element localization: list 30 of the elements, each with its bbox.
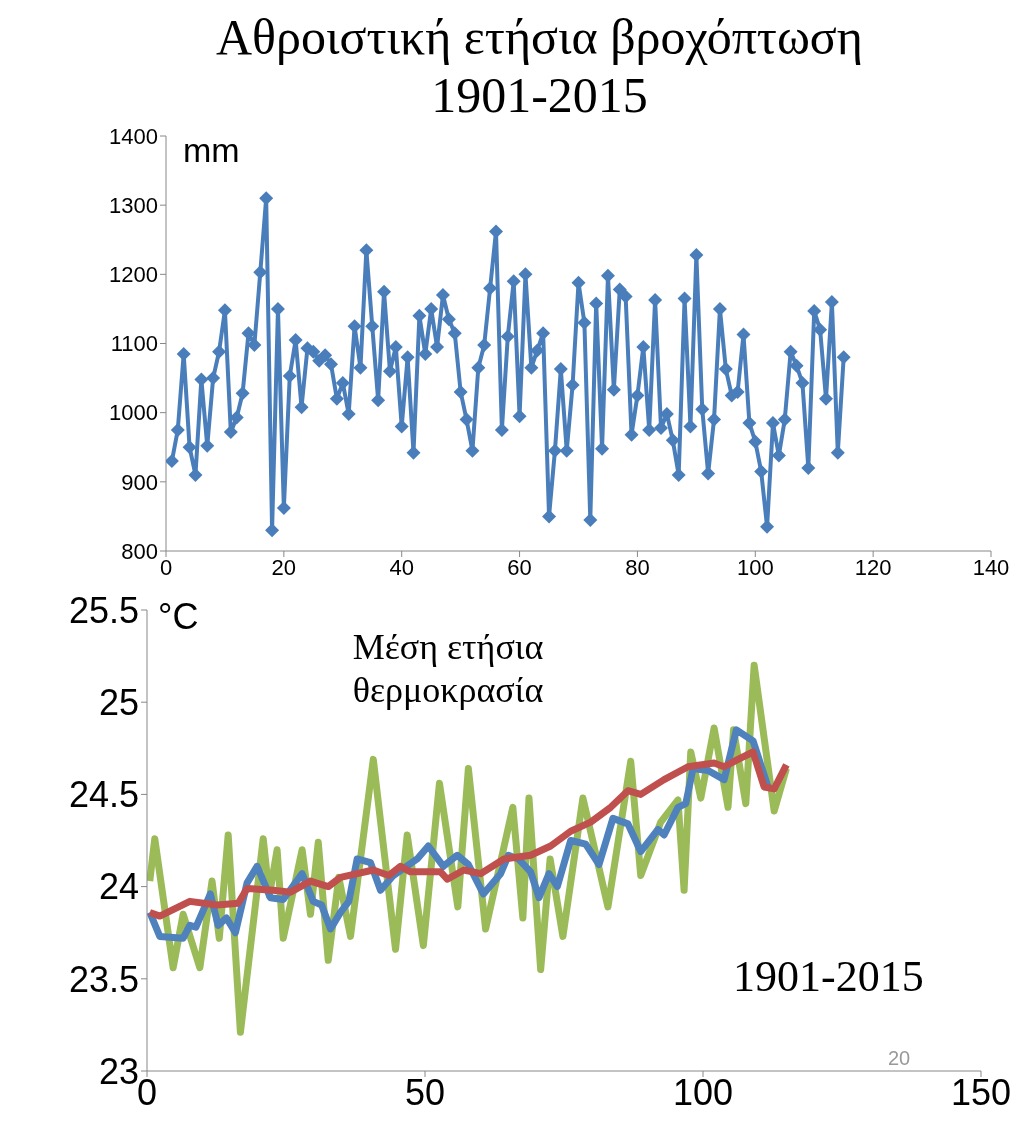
- y-tick-label: 1400: [109, 123, 158, 149]
- x-tick-label: 150: [950, 1071, 1012, 1113]
- y-tick-label: 1300: [109, 192, 158, 218]
- x-tick-label: 60: [507, 554, 532, 580]
- y-tick-label: 23: [98, 1050, 139, 1092]
- y-tick-label: 900: [121, 469, 158, 495]
- x-tick-label: 0: [159, 554, 173, 580]
- y-axis-title: mm: [183, 131, 240, 170]
- y-tick-label: 25.5: [68, 589, 139, 631]
- y-tick-label: 1100: [110, 331, 158, 357]
- x-tick-label: 140: [972, 554, 1010, 580]
- y-tick-label: 25: [98, 681, 139, 723]
- x-tick-label: 80: [625, 554, 650, 580]
- y-tick-label: 24.5: [68, 774, 139, 816]
- y-tick-label: 800: [121, 538, 158, 564]
- annotation: 1901-2015: [733, 951, 924, 1003]
- y-tick-label: 1200: [109, 262, 158, 288]
- y-tick-label: 1000: [109, 400, 158, 426]
- y-tick-label: 23.5: [68, 958, 139, 1000]
- annotation: 20: [888, 1046, 911, 1070]
- y-axis-title: °C: [158, 596, 199, 638]
- x-tick-label: 100: [736, 554, 774, 580]
- y-tick-label: 24: [98, 866, 139, 908]
- x-tick-label: 50: [404, 1071, 446, 1113]
- chart-title: Αθροιστική ετήσια βροχόπτωση 1901-2015: [216, 9, 863, 123]
- x-tick-label: 40: [389, 554, 414, 580]
- x-tick-label: 100: [672, 1071, 734, 1113]
- annotation: Μέση ετήσια θερμοκρασία: [351, 626, 545, 713]
- x-tick-label: 20: [271, 554, 297, 580]
- x-tick-label: 120: [854, 554, 892, 580]
